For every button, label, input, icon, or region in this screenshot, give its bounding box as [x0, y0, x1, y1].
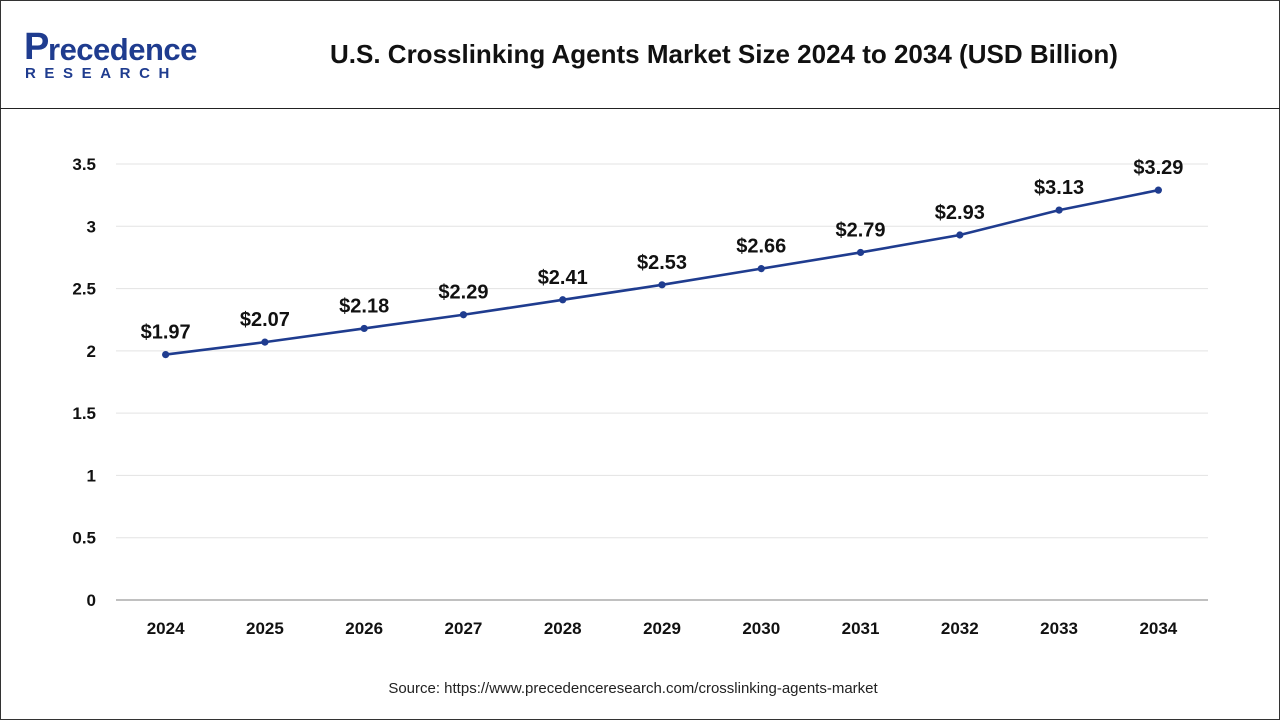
- x-axis-ticks: 2024 2025 2026 2027 2028 2029 2030 2031 2032 2033…: [147, 619, 1178, 638]
- data-label: $3.13: [1034, 177, 1084, 199]
- data-label: $2.93: [935, 202, 985, 224]
- data-point: [956, 231, 964, 239]
- x-tick-label: 2027: [445, 619, 483, 638]
- data-point: [1154, 186, 1162, 194]
- y-tick-label: 3: [87, 217, 96, 236]
- data-label: $2.29: [438, 282, 488, 304]
- y-tick-label: 1.5: [72, 404, 96, 423]
- data-point: [1055, 206, 1063, 214]
- source-note: Source: https://www.precedenceresearch.c…: [388, 680, 878, 697]
- line-chart: 00.511.522.533.5 2024 2025 2026 2027 2028 202…: [72, 155, 1208, 638]
- data-label: $2.79: [836, 219, 886, 241]
- data-label: $2.53: [637, 252, 687, 274]
- x-tick-label: 2026: [345, 619, 383, 638]
- chart-title: U.S. Crosslinking Agents Market Size 202…: [330, 39, 1118, 69]
- gridlines: [116, 163, 1208, 601]
- data-point: [360, 324, 368, 333]
- x-tick-label: 2025: [246, 619, 284, 638]
- data-label: $2.41: [538, 267, 588, 289]
- data-point: [856, 248, 865, 257]
- data-point: [658, 281, 666, 289]
- y-tick-label: 2: [87, 342, 96, 361]
- x-tick-label: 2028: [544, 619, 582, 638]
- y-tick-label: 1: [87, 466, 96, 485]
- data-label: $2.18: [339, 295, 389, 317]
- data-point: [261, 338, 269, 346]
- data-point: [559, 296, 567, 304]
- data-label: $2.66: [736, 236, 786, 258]
- data-point: [162, 350, 170, 359]
- header: P recedence RESEARCH U.S. Crosslinking A…: [0, 0, 1280, 109]
- y-tick-label: 3.5: [72, 155, 96, 174]
- data-label: $1.97: [141, 322, 191, 344]
- y-tick-label: 0.5: [72, 529, 96, 548]
- y-axis-ticks: 0 0.5 1 1.5 2 2.5 3 3.5: [72, 155, 96, 610]
- data-labels: $1.97 $2.07 $2.18 $2.29 $2.41 $2.53 $2.66 $2.79…: [141, 157, 1184, 343]
- y-tick-label: 2.5: [72, 280, 96, 299]
- x-tick-label: 2034: [1139, 619, 1177, 638]
- x-tick-label: 2030: [742, 619, 780, 638]
- logo-tagline: RESEARCH: [25, 65, 178, 82]
- x-tick-label: 2031: [842, 619, 880, 638]
- x-tick-label: 2029: [643, 619, 681, 638]
- y-tick-label: 0: [87, 591, 96, 610]
- data-label: $3.29: [1133, 157, 1183, 179]
- x-tick-label: 2032: [941, 619, 979, 638]
- x-tick-label: 2024: [147, 619, 185, 638]
- x-tick-label: 2033: [1040, 619, 1078, 638]
- data-point: [459, 311, 468, 319]
- data-label: $2.07: [240, 309, 290, 331]
- data-point: [757, 265, 765, 273]
- brand-logo: P recedence RESEARCH: [20, 26, 220, 82]
- logo-mark: P: [24, 26, 50, 68]
- logo-wordmark: recedence: [48, 32, 197, 67]
- series-points: [162, 186, 1162, 359]
